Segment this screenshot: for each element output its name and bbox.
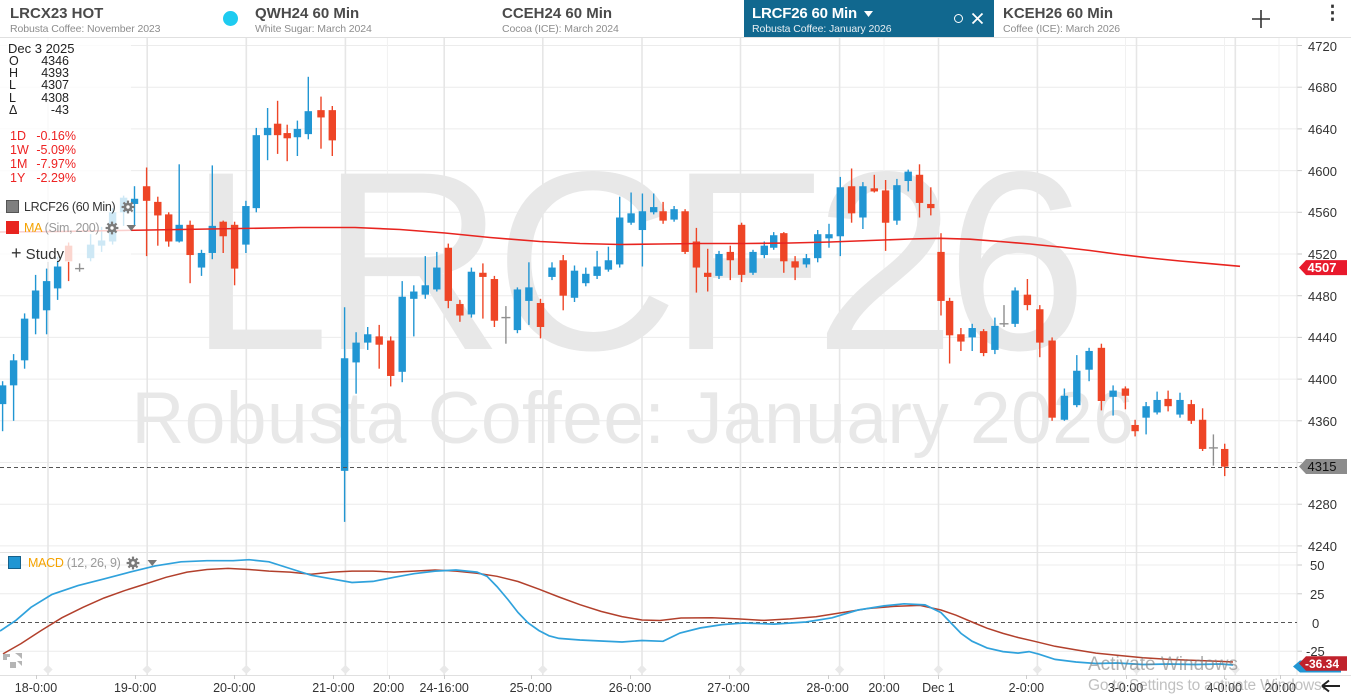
svg-text:-36.34: -36.34 xyxy=(1305,657,1339,671)
svg-text:4507: 4507 xyxy=(1308,260,1337,275)
svg-text:4315: 4315 xyxy=(1308,459,1337,474)
svg-text:Robusta Coffee: January 2026: Robusta Coffee: January 2026 xyxy=(132,378,1135,459)
